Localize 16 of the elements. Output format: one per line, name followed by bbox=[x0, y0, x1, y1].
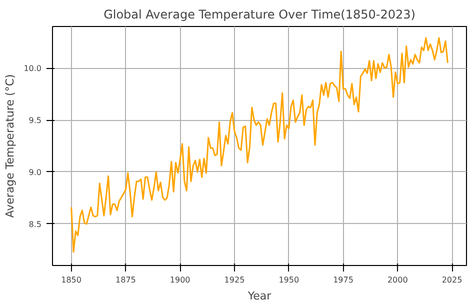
x-tick-label: 2025 bbox=[442, 276, 462, 284]
x-tick-label: 1925 bbox=[224, 276, 245, 284]
chart-title: Global Average Temperature Over Time(1850-2023) bbox=[104, 8, 416, 22]
x-tick-label: 2000 bbox=[387, 276, 408, 284]
x-tick-label: 1875 bbox=[116, 276, 136, 284]
y-tick-label: 8.5 bbox=[28, 220, 42, 229]
x-tick-label: 1950 bbox=[278, 276, 300, 284]
line-series bbox=[70, 37, 448, 253]
x-tick-label: 1900 bbox=[170, 276, 190, 284]
y-axis-title: Average Temperature (°C) bbox=[4, 74, 17, 218]
y-tick-label: 10.0 bbox=[24, 64, 42, 74]
y-tick-label: 9.5 bbox=[28, 116, 42, 126]
x-tick-label: 1850 bbox=[61, 276, 82, 284]
x-axis-title: Year bbox=[246, 290, 272, 302]
x-tick-label: 1975 bbox=[333, 276, 354, 284]
y-tick-label: 9.0 bbox=[28, 168, 42, 177]
